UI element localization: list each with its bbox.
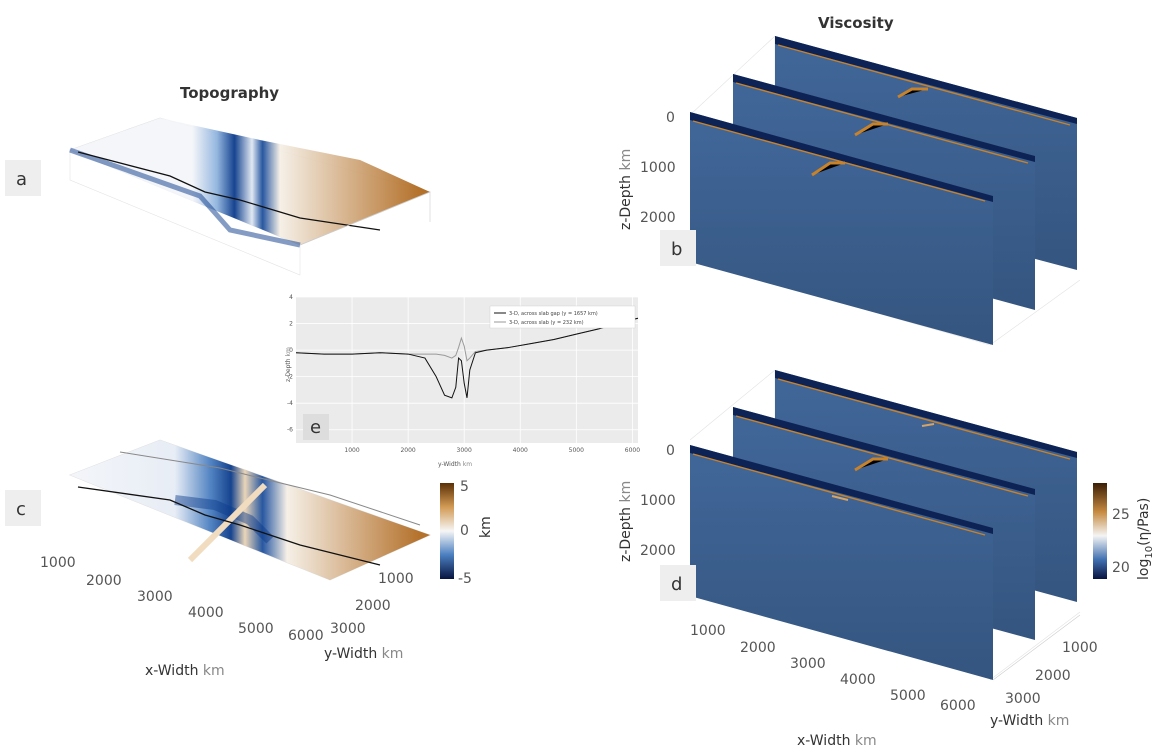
panel-e-x-tick-label: 5000 <box>569 447 584 454</box>
panel-e-x-tick-label: 3000 <box>457 447 472 454</box>
topo-x-tick-5: 5000 <box>238 621 274 637</box>
panel-e-y-tick-label: 2 <box>289 321 293 328</box>
topography-title: Topography <box>180 84 279 102</box>
panel-b-viscosity <box>689 35 1081 346</box>
topo-x-tick-4: 4000 <box>188 605 224 621</box>
panel-e-y-tick-label: 0 <box>289 347 293 354</box>
panel-e-x-tick-label: 4000 <box>513 447 528 454</box>
visc-cb-tick-25: 25 <box>1112 507 1130 523</box>
topo-colorbar: 5 0 -5 km <box>440 479 494 587</box>
topo-x-axis-label: x-Width km <box>145 663 225 679</box>
panel-e-y-tick-label: -4 <box>287 400 293 407</box>
topo-cb-tick-5: 5 <box>460 479 469 495</box>
topo-y-tick-1: 1000 <box>378 571 414 587</box>
svg-text:b: b <box>671 239 682 260</box>
panel-e-x-tick-label: 6000 <box>625 447 640 454</box>
panel-e-ticks: 1000 2000 3000 4000 5000 6000 4 2 0 -2 -4 -6 <box>287 294 640 454</box>
visc-cb-tick-20: 20 <box>1112 560 1130 576</box>
svg-text:e: e <box>310 417 321 438</box>
panel-letter-c: c <box>5 490 41 526</box>
topo-cb-tick-0: 0 <box>460 523 469 539</box>
panel-e-series <box>295 317 639 399</box>
topo-x-tick-6: 6000 <box>288 628 324 644</box>
panel-e-y-tick-label: 4 <box>289 294 293 301</box>
topo-y-axis-label: y-Width km <box>324 646 403 662</box>
panel-e-y-tick-label: -6 <box>287 427 293 434</box>
topo-cb-tick-neg5: -5 <box>458 571 472 587</box>
panel-a-topography <box>68 117 432 276</box>
panel-e-series-line <box>295 317 639 399</box>
topo-y-tick-3: 3000 <box>330 621 366 637</box>
panel-e-line-chart: 1000 2000 3000 4000 5000 6000 4 2 0 -2 -4 -6 3-D, a… <box>285 294 640 468</box>
panel-e-y-tick-label: -2 <box>287 374 293 381</box>
visc-b-z-tick-0: 0 <box>666 110 675 126</box>
visc-d-z-tick-0: 0 <box>666 443 675 459</box>
visc-x-tick-2: 2000 <box>740 640 776 656</box>
topo-x-tick-1: 1000 <box>40 555 76 571</box>
visc-y-tick-1: 1000 <box>1062 640 1098 656</box>
visc-x-tick-4: 4000 <box>840 672 876 688</box>
panel-b-z-ticks: 0 1000 2000 z-Depth km <box>618 110 676 230</box>
panel-letter-a: a <box>5 160 41 196</box>
visc-d-z-axis-label: z-Depth km <box>618 481 634 562</box>
visc-y-axis-label: y-Width km <box>990 713 1069 729</box>
svg-text:d: d <box>671 574 682 595</box>
panel-e-x-tick-label: 2000 <box>400 447 415 454</box>
visc-b-z-tick-1000: 1000 <box>640 160 676 176</box>
panel-d-axes: 0 1000 2000 z-Depth km 1000 2000 3000 40… <box>618 443 1098 749</box>
panel-e-legend: 3-D, across slab gap (y = 1657 km) 3-D, … <box>489 305 636 329</box>
visc-x-tick-3: 3000 <box>790 656 826 672</box>
panel-e-x-axis-label: y-Width km <box>438 461 472 468</box>
panel-d-viscosity <box>689 369 1081 681</box>
panel-e-x-tick-label: 1000 <box>344 447 359 454</box>
visc-y-tick-3: 3000 <box>1005 691 1041 707</box>
topo-x-tick-3: 3000 <box>137 589 173 605</box>
panel-letter-e: e <box>303 414 329 440</box>
visc-x-axis-label: x-Width km <box>797 733 877 749</box>
visc-x-tick-1: 1000 <box>690 623 726 639</box>
topo-x-tick-2: 2000 <box>86 573 122 589</box>
visc-colorbar: 25 20 log10(η/Pas) <box>1093 483 1155 580</box>
panel-letter-b: b <box>660 230 696 266</box>
visc-x-tick-5: 5000 <box>890 688 926 704</box>
visc-d-z-tick-2000: 2000 <box>640 543 676 559</box>
visc-cb-label: log10(η/Pas) <box>1136 498 1155 580</box>
topo-y-tick-2: 2000 <box>355 598 391 614</box>
panel-e-y-axis-label: z-Depth km <box>285 347 292 382</box>
panel-letter-d: d <box>660 565 696 601</box>
visc-b-z-tick-2000: 2000 <box>640 210 676 226</box>
visc-x-tick-6: 6000 <box>940 698 976 714</box>
svg-text:a: a <box>16 169 27 190</box>
svg-text:c: c <box>16 499 26 520</box>
visc-d-z-tick-1000: 1000 <box>640 493 676 509</box>
topo-axis-ticks: 1000 2000 3000 4000 5000 6000 1000 2000 … <box>40 555 414 644</box>
topo-cb-label: km <box>478 516 494 538</box>
visc-y-tick-2: 2000 <box>1035 668 1071 684</box>
legend-label-slab-gap: 3-D, across slab gap (y = 1657 km) <box>509 311 598 317</box>
visc-b-z-axis-label: z-Depth km <box>618 149 634 230</box>
legend-label-slab: 3-D, across slab (y = 232 km) <box>509 320 584 326</box>
panel-c-topography <box>68 439 432 581</box>
viscosity-title: Viscosity <box>818 14 894 32</box>
